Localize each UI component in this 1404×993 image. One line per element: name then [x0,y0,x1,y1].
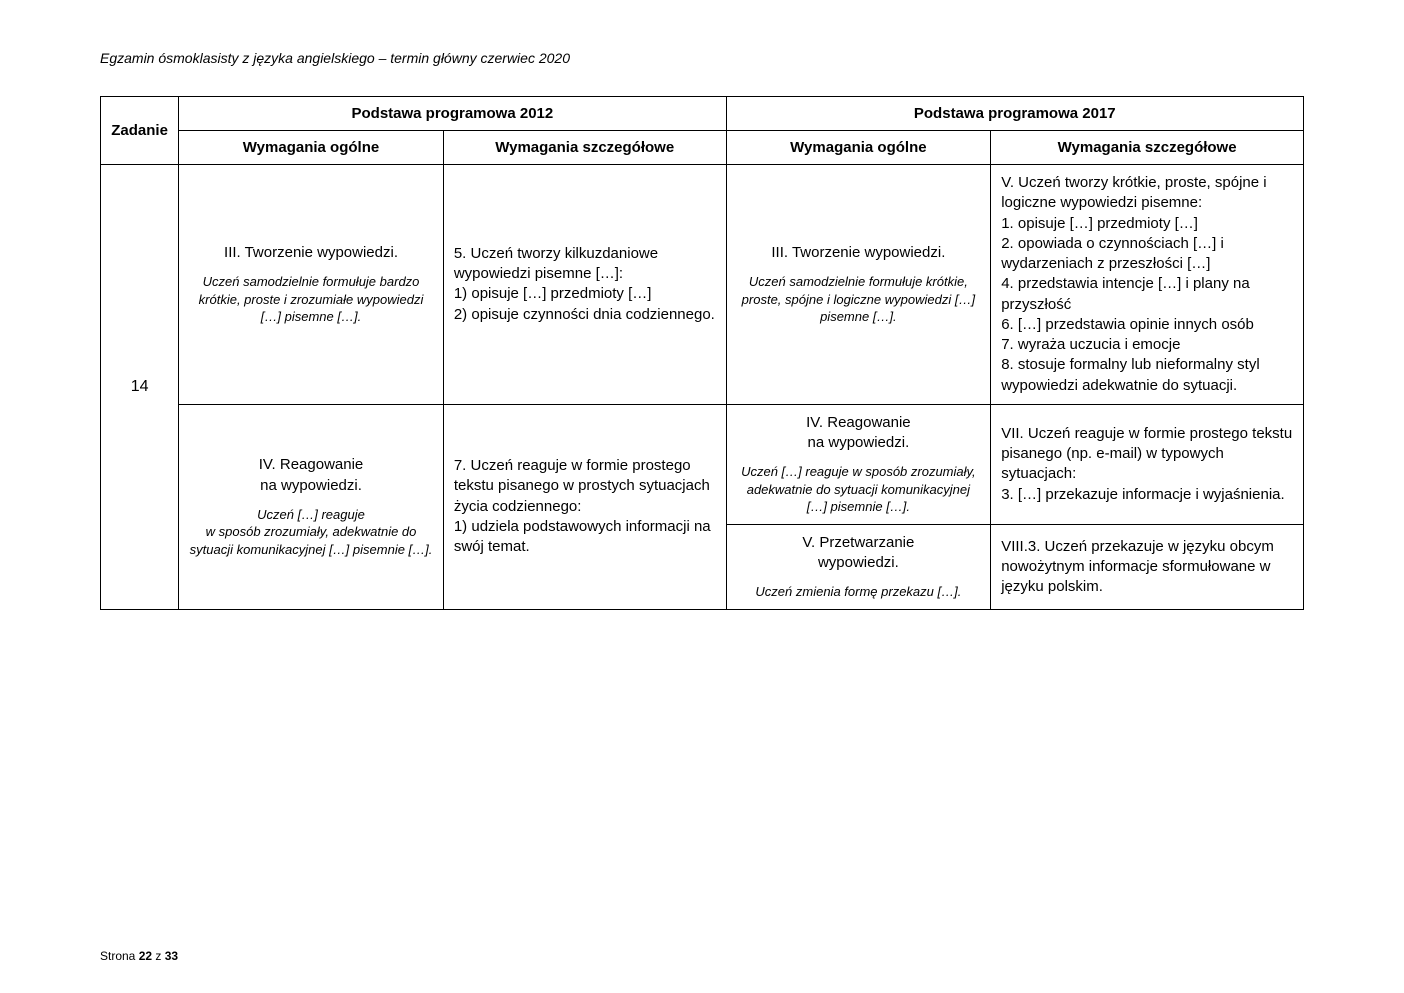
zadanie-number: 14 [101,165,179,610]
cell-wsz2017-row1: V. Uczeń tworzy krótkie, proste, spójne … [991,165,1304,405]
wsz2017-r3-text: VIII.3. Uczeń przekazuje w języku obcym … [1001,537,1293,598]
footer-prefix: Strona [100,949,139,963]
wog2012-r1-main: III. Tworzenie wypowiedzi. [189,243,433,263]
curriculum-table: Zadanie Podstawa programowa 2012 Podstaw… [100,96,1304,610]
page-footer: Strona 22 z 33 [100,949,178,963]
wog2012-r2-main1: IV. Reagowanie [189,455,433,475]
cell-wsz2017-row2: VII. Uczeń reaguje w formie prostego tek… [991,404,1304,524]
table-header-row-2: Wymagania ogólne Wymagania szczegółowe W… [101,131,1304,165]
cell-wog2017-row2: IV. Reagowanie na wypowiedzi. Uczeń […] … [726,404,991,524]
wog2017-r3-main2: wypowiedzi. [737,553,981,573]
wog2017-r1-italic: Uczeń samodzielnie formułuje krótkie, pr… [737,273,981,326]
cell-wsz2012-row2: 7. Uczeń reaguje w formie prostego tekst… [443,404,726,609]
wog2012-r1-italic: Uczeń samodzielnie formułuje bardzo krót… [189,273,433,326]
wog2017-r3-italic: Uczeń zmienia formę przekazu […]. [737,583,981,601]
wog2017-r1-main: III. Tworzenie wypowiedzi. [737,243,981,263]
header-wog-2012: Wymagania ogólne [179,131,444,165]
table-row: IV. Reagowanie na wypowiedzi. Uczeń […] … [101,404,1304,524]
header-section-2017: Podstawa programowa 2017 [726,97,1303,131]
wog2017-r2-main1: IV. Reagowanie [737,413,981,433]
table-header-row-1: Zadanie Podstawa programowa 2012 Podstaw… [101,97,1304,131]
wog2012-r2-italic: Uczeń […] reaguje w sposób zrozumiały, a… [189,506,433,559]
wsz2012-r1-text: 5. Uczeń tworzy kilkuzdaniowe wypowiedzi… [454,244,716,325]
footer-total: 33 [165,949,178,963]
cell-wog2012-row2: IV. Reagowanie na wypowiedzi. Uczeń […] … [179,404,444,609]
footer-page: 22 [139,949,152,963]
wog2017-r2-italic: Uczeń […] reaguje w sposób zrozumiały, a… [737,463,981,516]
wog2017-r2-main2: na wypowiedzi. [737,433,981,453]
cell-wog2017-row1: III. Tworzenie wypowiedzi. Uczeń samodzi… [726,165,991,405]
wog2017-r3-main1: V. Przetwarzanie [737,533,981,553]
cell-wsz2017-row3: VIII.3. Uczeń przekazuje w języku obcym … [991,524,1304,609]
cell-wog2017-row3: V. Przetwarzanie wypowiedzi. Uczeń zmien… [726,524,991,609]
table-row: 14 III. Tworzenie wypowiedzi. Uczeń samo… [101,165,1304,405]
wsz2017-r2-text: VII. Uczeń reaguje w formie prostego tek… [1001,424,1293,505]
cell-wog2012-row1: III. Tworzenie wypowiedzi. Uczeń samodzi… [179,165,444,405]
header-zadanie: Zadanie [101,97,179,165]
wog2012-r2-main2: na wypowiedzi. [189,476,433,496]
cell-wsz2012-row1: 5. Uczeń tworzy kilkuzdaniowe wypowiedzi… [443,165,726,405]
wsz2017-r1-text: V. Uczeń tworzy krótkie, proste, spójne … [1001,173,1293,396]
header-wsz-2017: Wymagania szczegółowe [991,131,1304,165]
page-header: Egzamin ósmoklasisty z języka angielskie… [100,50,1304,66]
footer-middle: z [152,949,165,963]
header-section-2012: Podstawa programowa 2012 [179,97,726,131]
header-wog-2017: Wymagania ogólne [726,131,991,165]
header-wsz-2012: Wymagania szczegółowe [443,131,726,165]
wsz2012-r2-text: 7. Uczeń reaguje w formie prostego tekst… [454,456,716,557]
